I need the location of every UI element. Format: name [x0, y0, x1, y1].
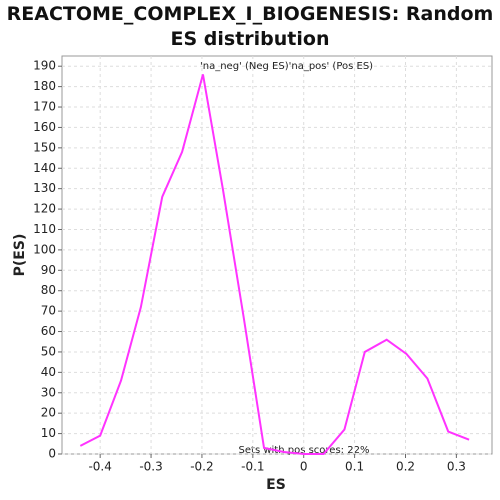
y-tick-label: 100: [33, 242, 56, 256]
y-tick-label: 0: [48, 447, 56, 461]
x-tick-label: 0.2: [396, 460, 415, 474]
plot-area: [61, 55, 493, 455]
y-tick-label: 80: [41, 283, 56, 297]
series-line: [79, 74, 470, 455]
y-tick-label: 160: [33, 120, 56, 134]
legend-entry: 'na_neg' (Neg ES): [200, 61, 289, 72]
y-tick-label: 190: [33, 59, 56, 73]
y-tick-label: 150: [33, 140, 56, 154]
y-tick-label: 10: [41, 426, 56, 440]
y-tick-label: 40: [41, 365, 56, 379]
y-axis-label: P(ES): [12, 234, 28, 277]
x-tick-label: 0: [300, 460, 308, 474]
x-tick-label: -0.1: [241, 460, 264, 474]
y-tick-label: 110: [33, 222, 56, 236]
y-tick-label: 20: [41, 406, 56, 420]
y-tick-label: 120: [33, 202, 56, 216]
y-tick-label: 170: [33, 100, 56, 114]
y-tick-label: 140: [33, 161, 56, 175]
x-tick-label: -0.4: [88, 460, 111, 474]
x-tick-label: -0.3: [139, 460, 162, 474]
x-tick-label: 0.3: [447, 460, 466, 474]
x-tick-label: -0.2: [190, 460, 213, 474]
y-tick-label: 130: [33, 181, 56, 195]
y-tick-label: 50: [41, 344, 56, 358]
y-tick-label: 30: [41, 385, 56, 399]
x-axis-label: ES: [266, 477, 286, 493]
y-tick-label: 180: [33, 79, 56, 93]
legend-entry: 'na_pos' (Pos ES): [289, 61, 374, 72]
y-tick-label: 60: [41, 324, 56, 338]
y-tick-label: 90: [41, 263, 56, 277]
chart-title: REACTOME_COMPLEX_I_BIOGENESIS: Random ES…: [6, 3, 494, 50]
x-tick-label: 0.1: [345, 460, 364, 474]
annotation: Sets with pos scores: 22%: [239, 445, 370, 456]
y-tick-label: 70: [41, 304, 56, 318]
